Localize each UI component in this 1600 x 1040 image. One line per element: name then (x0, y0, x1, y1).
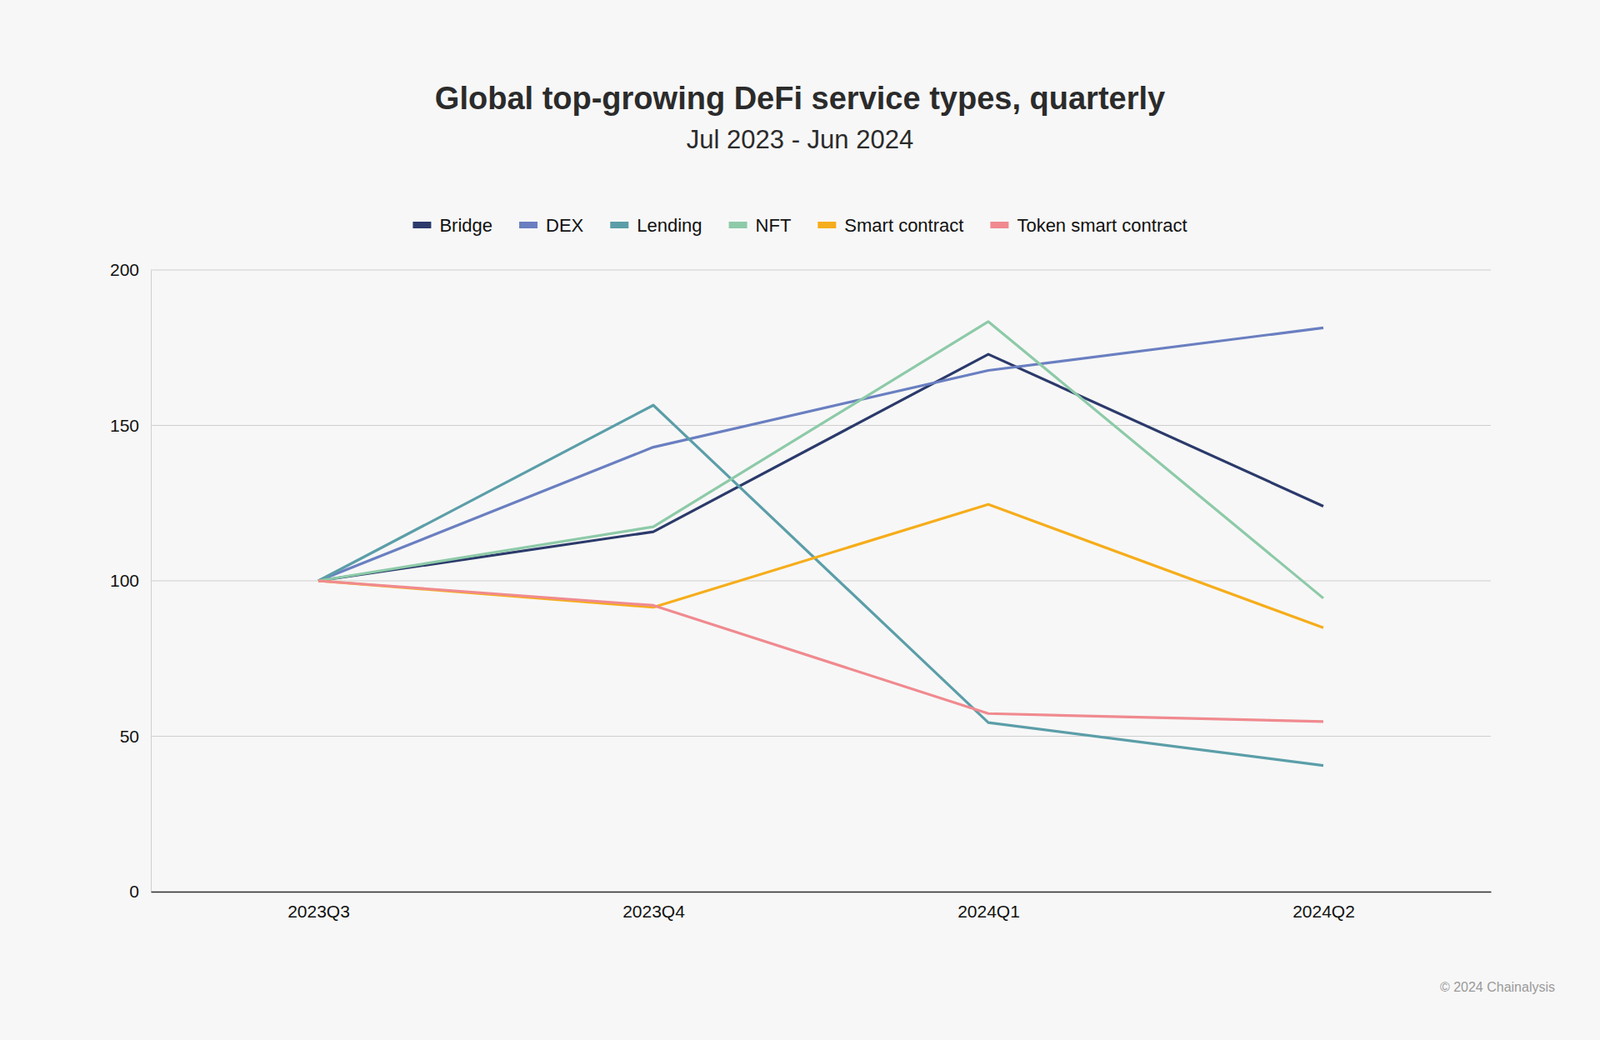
y-tick: 150 (110, 415, 151, 435)
x-tick-label: 2024Q1 (957, 901, 1020, 921)
background (0, 0, 1600, 1040)
title: Global top-growing DeFi service types, q… (435, 80, 1165, 116)
x-tick: 2023Q3 (287, 891, 350, 921)
y-tick-label: 50 (120, 726, 140, 746)
legend-label: Smart contract (844, 215, 964, 236)
y-tick-label: 100 (110, 570, 140, 590)
legend-swatch (412, 221, 431, 229)
legend-label: Lending (636, 215, 702, 236)
source: © 2024 Chainalysis (1440, 980, 1555, 995)
grid-line (150, 890, 1491, 892)
legend-swatch (519, 221, 538, 229)
y-tick: 200 (110, 260, 151, 280)
x-axis-line (151, 891, 1492, 894)
x-tick: 2024Q2 (1292, 891, 1355, 921)
legend-label: DEX (545, 215, 585, 236)
series-line (318, 354, 1324, 581)
subtitle: Jul 2023 - Jun 2024 (686, 125, 914, 155)
series-line (318, 504, 1324, 628)
x-tick-label: 2024Q2 (1292, 901, 1355, 921)
legend-label: Token smart contract (1016, 215, 1187, 236)
y-tick: 0 (129, 881, 151, 901)
legend-swatch (610, 221, 629, 229)
y-tick: 50 (120, 726, 151, 746)
legend-swatch (729, 221, 748, 229)
grid-line (150, 269, 1491, 270)
legend-item: DEX (519, 215, 585, 236)
legend-swatch (990, 221, 1009, 229)
y-tick: 100 (110, 570, 151, 590)
lines (318, 321, 1324, 766)
x-tick-label: 2023Q4 (622, 901, 685, 921)
grid-line (150, 735, 1491, 737)
x-tick-label: 2023Q3 (287, 901, 350, 921)
legend: Bridge DEX Lending NFT Smart contract Token s… (412, 215, 1187, 236)
y-tick-label: 150 (110, 415, 140, 435)
x-axis: 2023Q3 2023Q4 2024Q1 2024Q2 (151, 891, 1492, 921)
y-axis-line (150, 270, 152, 893)
y-tick-label: 200 (110, 260, 140, 280)
legend-swatch (817, 221, 836, 229)
series-line (318, 327, 1324, 581)
y-tick-label: 0 (129, 881, 140, 901)
legend-item: Smart contract (817, 215, 964, 236)
legend-item: Token smart contract (990, 215, 1187, 236)
x-tick: 2024Q1 (957, 891, 1020, 921)
series-line (318, 580, 1324, 722)
series-line (318, 405, 1324, 765)
legend-label: Bridge (439, 215, 493, 236)
grid-line (150, 580, 1491, 581)
legend-item: NFT (729, 215, 792, 236)
legend-item: Lending (610, 215, 702, 236)
y-axis: 0 50 100 150 200 (110, 260, 152, 901)
legend-label: NFT (755, 215, 792, 236)
legend-item: Bridge (412, 215, 493, 236)
x-tick: 2023Q4 (622, 891, 685, 921)
plot: 0 50 100 150 200 2023Q3 2023Q4 2024Q1 2024Q2 (110, 260, 1492, 921)
